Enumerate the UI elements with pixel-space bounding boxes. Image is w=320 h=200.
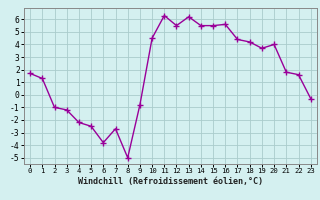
X-axis label: Windchill (Refroidissement éolien,°C): Windchill (Refroidissement éolien,°C) <box>78 177 263 186</box>
